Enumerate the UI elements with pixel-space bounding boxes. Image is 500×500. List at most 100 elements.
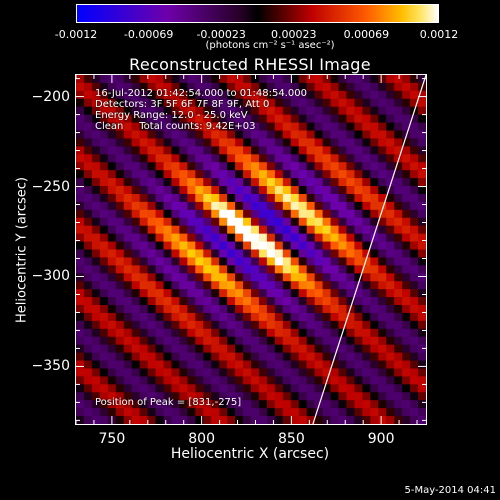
- heatmap-cell: [227, 360, 236, 370]
- heatmap-cell: [346, 241, 355, 251]
- heatmap-cell: [131, 82, 141, 92]
- heatmap-cell: [274, 201, 284, 211]
- heatmap-cell: [203, 138, 212, 147]
- heatmap-cell: [99, 289, 109, 298]
- heatmap-cell: [219, 408, 228, 417]
- heatmap-cell: [195, 392, 204, 401]
- heatmap-cell: [290, 90, 300, 100]
- heatmap-cell: [147, 130, 157, 140]
- heatmap-cell: [83, 162, 93, 171]
- heatmap-cell: [314, 360, 324, 370]
- heatmap-cell: [243, 408, 252, 417]
- heatmap-cell: [227, 233, 236, 243]
- heatmap-cell: [171, 392, 180, 401]
- heatmap-cell: [346, 320, 355, 330]
- heatmap-cell: [91, 360, 101, 370]
- heatmap-cell: [83, 336, 93, 346]
- heatmap-cell: [418, 408, 426, 417]
- heatmap-cell: [298, 154, 308, 163]
- heatmap-cell: [107, 114, 117, 124]
- heatmap-cell: [107, 352, 117, 362]
- heatmap-cell: [139, 162, 149, 171]
- heatmap-cell: [123, 201, 133, 211]
- heatmap-cell: [354, 130, 363, 140]
- heatmap-cell: [346, 201, 355, 211]
- heatmap-cell: [139, 336, 149, 346]
- heatmap-cell: [298, 328, 308, 338]
- heatmap-cell: [219, 154, 228, 163]
- heatmap-cell: [266, 209, 276, 219]
- heatmap-cell: [139, 106, 149, 116]
- heatmap-cell: [378, 90, 387, 100]
- heatmap-cell: [402, 241, 411, 251]
- heatmap-cell: [76, 130, 85, 140]
- heatmap-cell: [274, 106, 284, 116]
- heatmap-cell: [131, 297, 141, 306]
- heatmap-cell: [298, 297, 308, 306]
- heatmap-cell: [243, 146, 252, 155]
- heatmap-cell: [402, 90, 411, 100]
- heatmap-cell: [394, 201, 403, 211]
- heatmap-cell: [378, 170, 387, 179]
- heatmap-cell: [123, 281, 133, 290]
- heatmap-cell: [266, 249, 276, 259]
- heatmap-cell: [298, 146, 308, 155]
- heatmap-cell: [76, 352, 85, 362]
- heatmap-cell: [243, 217, 252, 227]
- heatmap-cell: [386, 106, 395, 116]
- heatmap-cell: [330, 170, 340, 179]
- heatmap-cell: [187, 297, 196, 306]
- heatmap-cell: [171, 114, 180, 124]
- heatmap-cell: [115, 416, 125, 424]
- heatmap-cell: [219, 305, 228, 314]
- heatmap-cell: [362, 209, 371, 219]
- heatmap-cell: [410, 320, 419, 330]
- heatmap-cell: [123, 186, 133, 195]
- heatmap-cell: [107, 82, 117, 92]
- heatmap-cell: [282, 130, 292, 140]
- heatmap-cell: [91, 312, 101, 322]
- heatmap-cell: [402, 193, 411, 203]
- heatmap-cell: [386, 392, 395, 401]
- heatmap-cell: [410, 217, 419, 227]
- heatmap-cell: [306, 225, 316, 235]
- heatmap-cell: [155, 328, 165, 338]
- heatmap-cell: [219, 106, 228, 116]
- heatmap-cell: [266, 360, 276, 370]
- heatmap-cell: [171, 281, 180, 290]
- heatmap-cell: [76, 122, 85, 132]
- heatmap-cell: [386, 75, 395, 84]
- heatmap-cell: [362, 130, 371, 140]
- heatmap-cell: [410, 225, 419, 235]
- heatmap-cell: [83, 114, 93, 124]
- heatmap-cell: [258, 328, 268, 338]
- heatmap-cell: [394, 289, 403, 298]
- heatmap-cell: [298, 225, 308, 235]
- heatmap-cell: [418, 170, 426, 179]
- heatmap-cell: [266, 312, 276, 322]
- heatmap-cell: [107, 392, 117, 401]
- heatmap-cell: [123, 400, 133, 409]
- heatmap-cell: [274, 289, 284, 298]
- heatmap-cell: [179, 90, 188, 100]
- heatmap-cell: [131, 146, 141, 155]
- heatmap-cell: [227, 289, 236, 298]
- heatmap-cell: [227, 138, 236, 147]
- heatmap-cell: [227, 416, 236, 424]
- heatmap-cell: [243, 90, 252, 100]
- y-axis-label: Heliocentric Y (arcsec): [14, 177, 30, 323]
- heatmap-cell: [290, 114, 300, 124]
- heatmap-cell: [322, 122, 332, 132]
- heatmap-cell: [147, 241, 157, 251]
- heatmap-cell: [314, 209, 324, 219]
- heatmap-cell: [346, 344, 355, 354]
- heatmap-cell: [370, 75, 379, 84]
- heatmap-cell: [354, 241, 363, 251]
- heatmap-cell: [211, 233, 220, 243]
- heatmap-cell: [322, 320, 332, 330]
- heatmap-cell: [386, 225, 395, 235]
- heatmap-cell: [266, 217, 276, 227]
- heatmap-cell: [235, 400, 244, 409]
- heatmap-cell: [306, 368, 316, 378]
- heatmap-cell: [107, 106, 117, 116]
